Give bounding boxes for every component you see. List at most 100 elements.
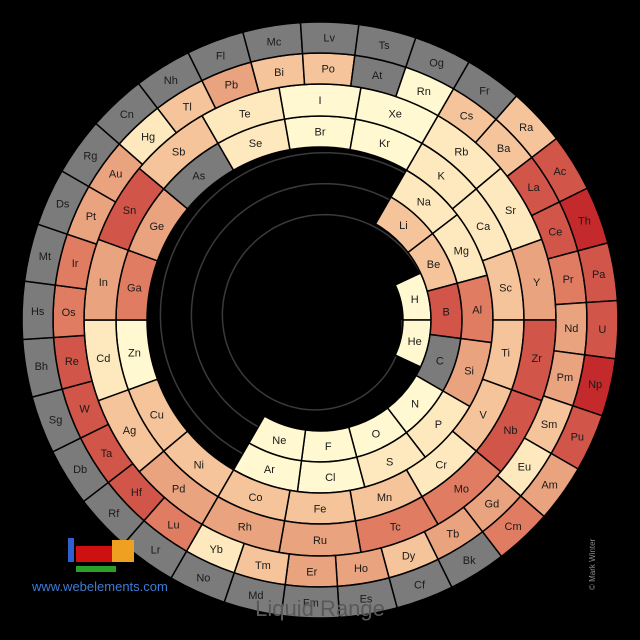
element-symbol-bi: Bi [274, 67, 284, 79]
element-symbol-ag: Ag [123, 425, 136, 437]
element-symbol-sc: Sc [499, 282, 512, 294]
element-symbol-pa: Pa [592, 269, 606, 281]
element-symbol-ar: Ar [264, 464, 275, 476]
element-symbol-po: Po [321, 64, 334, 76]
element-symbol-cs: Cs [460, 111, 474, 123]
element-symbol-s: S [386, 456, 393, 468]
element-symbol-hg: Hg [141, 131, 155, 143]
element-symbol-zr: Zr [532, 353, 543, 365]
element-symbol-bh: Bh [35, 361, 48, 373]
element-symbol-os: Os [62, 307, 77, 319]
element-symbol-he: He [408, 336, 422, 348]
element-symbol-bk: Bk [463, 555, 476, 567]
element-symbol-mn: Mn [377, 492, 392, 504]
element-symbol-ds: Ds [56, 198, 70, 210]
element-symbol-ru: Ru [313, 535, 327, 547]
element-symbol-og: Og [429, 58, 444, 70]
element-symbol-c: C [436, 356, 444, 368]
element-symbol-ta: Ta [101, 448, 114, 460]
element-symbol-y: Y [533, 277, 541, 289]
element-symbol-ti: Ti [501, 348, 510, 360]
element-symbol-cu: Cu [150, 409, 164, 421]
element-symbol-f: F [325, 441, 332, 453]
s-block-mark [68, 538, 74, 562]
element-symbol-xe: Xe [388, 108, 401, 120]
element-symbol-cr: Cr [435, 459, 447, 471]
element-symbol-tl: Tl [183, 101, 192, 113]
element-symbol-ce: Ce [548, 226, 562, 238]
element-symbol-tb: Tb [446, 529, 459, 541]
element-symbol-rb: Rb [454, 147, 468, 159]
element-symbol-hf: Hf [131, 487, 143, 499]
element-symbol-er: Er [306, 566, 317, 578]
element-symbol-ni: Ni [194, 459, 204, 471]
element-symbol-np: Np [588, 379, 602, 391]
element-symbol-cl: Cl [325, 472, 335, 484]
element-symbol-ac: Ac [553, 166, 566, 178]
element-symbol-pm: Pm [557, 372, 574, 384]
element-symbol-sn: Sn [123, 205, 136, 217]
element-symbol-pb: Pb [225, 80, 238, 92]
element-symbol-ga: Ga [127, 282, 143, 294]
element-symbol-na: Na [417, 197, 432, 209]
element-symbol-be: Be [427, 259, 440, 271]
element-symbol-mo: Mo [454, 484, 469, 496]
element-symbol-sm: Sm [541, 419, 558, 431]
element-symbol-md: Md [248, 590, 263, 602]
element-symbol-ba: Ba [497, 143, 511, 155]
element-symbol-mt: Mt [39, 251, 51, 263]
element-symbol-yb: Yb [209, 544, 222, 556]
element-symbol-fe: Fe [314, 504, 327, 516]
chart-caption: Liquid Range [255, 596, 385, 621]
element-symbol-cn: Cn [120, 109, 134, 121]
element-symbol-au: Au [109, 169, 122, 181]
element-symbol-k: K [438, 171, 446, 183]
element-symbol-db: Db [73, 464, 87, 476]
webelements-link[interactable]: www.webelements.com [32, 579, 168, 594]
element-symbol-no: No [196, 572, 210, 584]
element-symbol-i: I [318, 95, 321, 107]
element-symbol-al: Al [472, 305, 482, 317]
element-symbol-b: B [443, 307, 450, 319]
element-symbol-co: Co [248, 492, 262, 504]
element-symbol-sr: Sr [505, 205, 516, 217]
element-symbol-gd: Gd [485, 499, 500, 511]
element-symbol-rf: Rf [108, 508, 120, 520]
element-symbol-li: Li [399, 220, 408, 232]
element-symbol-pr: Pr [563, 274, 574, 286]
element-symbol-pt: Pt [86, 211, 96, 223]
element-symbol-dy: Dy [402, 550, 416, 562]
element-symbol-br: Br [315, 127, 326, 139]
p-block-mark [112, 540, 134, 562]
element-symbol-ra: Ra [519, 122, 534, 134]
element-symbol-as: As [192, 171, 205, 183]
element-symbol-rh: Rh [238, 522, 252, 534]
element-symbol-at: At [372, 70, 382, 82]
element-symbol-fr: Fr [479, 85, 490, 97]
element-symbol-tc: Tc [390, 522, 402, 534]
element-symbol-n: N [411, 398, 419, 410]
element-symbol-fl: Fl [216, 51, 225, 63]
element-symbol-nd: Nd [564, 323, 578, 335]
element-symbol-re: Re [65, 356, 79, 368]
element-symbol-ge: Ge [149, 221, 164, 233]
element-symbol-in: In [99, 277, 108, 289]
element-cell-og[interactable] [404, 36, 471, 90]
element-symbol-zn: Zn [128, 348, 141, 360]
f-block-mark [76, 566, 116, 572]
element-symbol-cf: Cf [414, 579, 426, 591]
element-symbol-w: W [79, 404, 90, 416]
element-symbol-ho: Ho [354, 563, 368, 575]
element-symbol-rn: Rn [417, 86, 431, 98]
element-symbol-u: U [598, 324, 606, 336]
element-symbol-lv: Lv [323, 33, 335, 45]
element-symbol-nb: Nb [503, 425, 517, 437]
element-symbol-nh: Nh [164, 75, 178, 87]
element-symbol-cd: Cd [96, 353, 110, 365]
element-symbol-se: Se [249, 138, 262, 150]
element-symbol-eu: Eu [518, 462, 531, 474]
copyright-note: © Mark Winter [588, 538, 597, 590]
element-symbol-pd: Pd [172, 484, 185, 496]
